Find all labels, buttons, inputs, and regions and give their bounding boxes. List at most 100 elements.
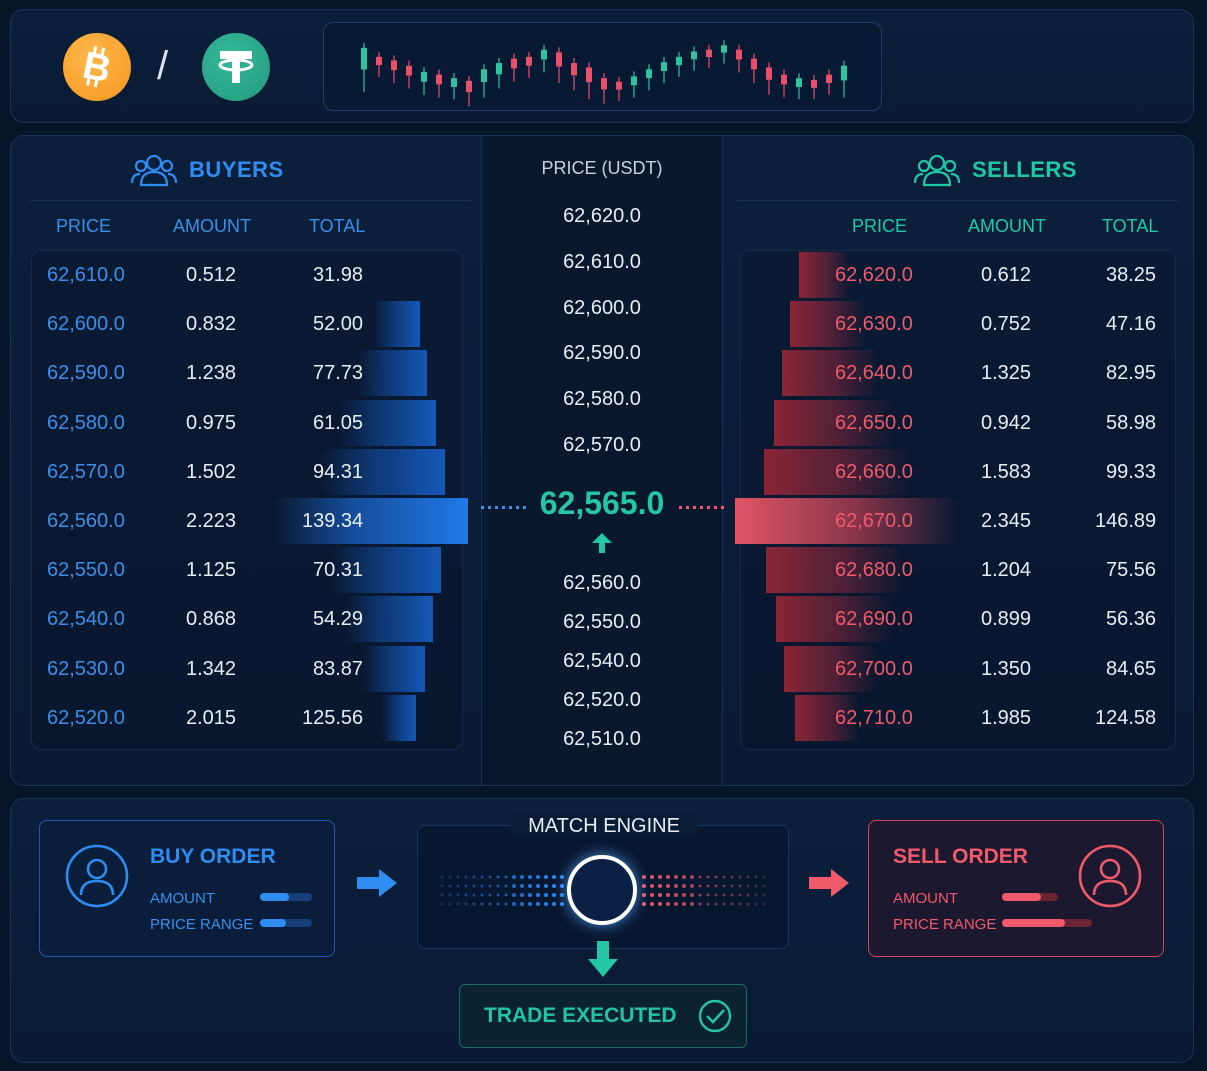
particle-dot xyxy=(544,884,548,888)
candle-body xyxy=(661,62,667,71)
particle-dot xyxy=(730,902,734,906)
depth-bar xyxy=(273,498,468,544)
particle-dot xyxy=(738,893,742,897)
buy-price-range-label: PRICE RANGE xyxy=(150,916,254,933)
particle-dot xyxy=(762,893,766,897)
depth-bar xyxy=(381,694,416,741)
particle-dot xyxy=(730,875,734,879)
ladder-price: 62,510.0 xyxy=(563,728,641,750)
candle-body xyxy=(706,49,712,58)
particle-dot xyxy=(440,902,444,906)
seller-total: 146.89 xyxy=(1095,510,1157,532)
buyer-amount: 2.015 xyxy=(186,706,237,729)
buyer-amount: 0.868 xyxy=(186,608,237,631)
ladder-price: 62,610.0 xyxy=(563,250,641,273)
particle-dot xyxy=(674,875,678,879)
sellers-total-header: TOTAL xyxy=(1102,216,1159,236)
particle-dot xyxy=(706,875,710,879)
particle-dot xyxy=(544,902,548,906)
depth-bar xyxy=(766,547,905,594)
particle-dot xyxy=(456,893,460,897)
buyer-price: 62,600.0 xyxy=(47,313,125,336)
seller-price: 62,640.0 xyxy=(835,362,913,385)
arrow-right-icon xyxy=(809,869,849,897)
candle-body xyxy=(811,79,817,88)
particle-dot xyxy=(496,875,500,879)
table-row: 62,590.0 1.238 77.73 xyxy=(31,350,481,397)
buyer-amount: 1.502 xyxy=(186,460,237,483)
candle-body xyxy=(496,63,502,75)
candle-body xyxy=(481,69,487,83)
candle-body xyxy=(571,63,577,76)
seller-amount: 1.204 xyxy=(981,559,1032,582)
particle-dot xyxy=(690,902,694,906)
particle-dot xyxy=(658,893,662,897)
particle-dot xyxy=(448,875,452,879)
buy-amount-bar xyxy=(260,893,312,901)
seller-total: 47.16 xyxy=(1106,313,1157,336)
buyer-amount: 1.238 xyxy=(186,362,237,385)
depth-bar xyxy=(790,301,866,348)
particle-dot xyxy=(658,902,662,906)
particle-dot xyxy=(650,902,654,906)
particle-dot xyxy=(552,902,556,906)
table-row: 62,620.0 0.612 38.25 xyxy=(721,252,1193,298)
depth-bar xyxy=(795,694,859,741)
buyer-price: 62,560.0 xyxy=(47,510,125,532)
candle-body xyxy=(541,49,547,60)
table-row: 62,570.0 1.502 94.31 xyxy=(31,448,481,495)
particle-dot xyxy=(714,875,718,879)
buyers-title: BUYERS xyxy=(131,152,284,188)
depth-bar xyxy=(764,448,910,495)
ladder-price: 62,580.0 xyxy=(563,388,641,411)
buyer-total: 52.00 xyxy=(313,313,364,336)
table-row: 62,710.0 1.985 124.58 xyxy=(721,694,1193,741)
particle-dot xyxy=(480,884,484,888)
particle-dot xyxy=(754,884,758,888)
ladder-price: 62,590.0 xyxy=(563,342,641,365)
particle-dot xyxy=(714,893,718,897)
seller-total: 82.95 xyxy=(1106,362,1157,385)
particle-dot xyxy=(440,893,444,897)
depth-bar xyxy=(782,350,879,397)
buyers-total-header: TOTAL xyxy=(309,216,366,236)
bitcoin-icon: B xyxy=(63,33,131,101)
candle-body xyxy=(676,56,682,66)
seller-price: 62,670.0 xyxy=(835,510,913,532)
particle-dot xyxy=(746,902,750,906)
price-ladder-column xyxy=(481,136,723,785)
particle-dot xyxy=(560,884,564,888)
particle-dot xyxy=(520,884,524,888)
particle-dot xyxy=(682,875,686,879)
arrow-right-icon xyxy=(357,869,397,897)
particle-dot xyxy=(714,884,718,888)
particle-dot xyxy=(472,893,476,897)
particle-dot xyxy=(682,902,686,906)
buy-order-card: BUY ORDER AMOUNT PRICE RANGE xyxy=(39,820,335,957)
particle-dot xyxy=(722,902,726,906)
particle-dot xyxy=(528,893,532,897)
ladder-price: 62,520.0 xyxy=(563,689,641,711)
match-engine-core xyxy=(567,855,637,925)
candle-body xyxy=(646,69,652,79)
buy-price-range-bar xyxy=(260,919,312,927)
buyer-total: 125.56 xyxy=(302,706,364,729)
table-row: 62,550.0 1.125 70.31 xyxy=(31,547,481,594)
candle-body xyxy=(601,78,607,90)
particle-dot xyxy=(762,875,766,879)
check-circle-icon xyxy=(698,999,731,1033)
particle-dot xyxy=(456,875,460,879)
seller-amount: 1.985 xyxy=(981,706,1032,729)
seller-total: 56.36 xyxy=(1106,608,1157,631)
buyer-total: 139.34 xyxy=(302,510,364,532)
particle-dot xyxy=(698,884,702,888)
depth-bar xyxy=(799,252,850,298)
candle-body xyxy=(631,76,637,86)
particle-dot xyxy=(738,875,742,879)
seller-amount: 0.899 xyxy=(981,608,1032,631)
candle-body xyxy=(451,78,457,87)
buyer-amount: 2.223 xyxy=(186,510,237,532)
particle-dot xyxy=(746,875,750,879)
sell-connector-dots xyxy=(679,506,725,509)
sell-order-card: SELL ORDER AMOUNT PRICE RANGE xyxy=(868,820,1164,957)
